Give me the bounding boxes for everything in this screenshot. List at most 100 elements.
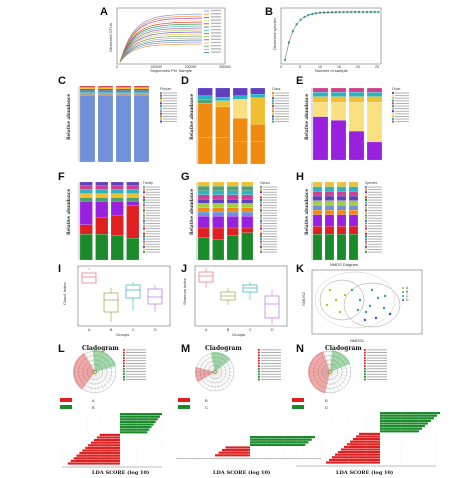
legend-entry bbox=[163, 92, 177, 94]
panel-b-accumulation: Number of sample Observed species 0 5 10 15… bbox=[272, 7, 382, 73]
bar-segment bbox=[197, 95, 213, 100]
legend-entry bbox=[368, 223, 382, 224]
lda-bar bbox=[341, 448, 380, 451]
legend-entry bbox=[146, 236, 160, 237]
clade-legend-entry bbox=[367, 365, 387, 367]
panel-n-group-key: B D bbox=[292, 398, 328, 410]
lda-bar bbox=[225, 446, 250, 449]
clade-legend-entry bbox=[261, 363, 281, 364]
legend-swatch bbox=[272, 92, 274, 94]
clade-legend-entry bbox=[126, 371, 146, 372]
clade-legend-swatch bbox=[123, 376, 125, 378]
box bbox=[147, 288, 163, 305]
legend-entry bbox=[146, 217, 160, 219]
legend-entry bbox=[263, 251, 277, 253]
nmds-point bbox=[343, 293, 347, 297]
bar-segment bbox=[115, 88, 132, 91]
bar-segment bbox=[97, 88, 114, 91]
legend-entry bbox=[395, 105, 409, 107]
clade-branch bbox=[94, 371, 100, 393]
tick-label: 0 bbox=[116, 65, 118, 69]
panel-d-legend bbox=[272, 92, 289, 123]
legend-swatch bbox=[392, 94, 394, 97]
clade-branch bbox=[210, 371, 216, 391]
panel-g-stacked-bars bbox=[196, 181, 254, 261]
lda-bar bbox=[85, 446, 120, 449]
legend-entry bbox=[395, 110, 409, 112]
panel-h-legend bbox=[365, 186, 382, 253]
lda-bar bbox=[120, 426, 152, 429]
clade-legend-entry bbox=[126, 354, 146, 356]
legend-swatch bbox=[143, 230, 145, 233]
lda-bar bbox=[99, 433, 120, 436]
panel-l-group-key: A B bbox=[60, 398, 95, 410]
lda-bar bbox=[218, 451, 250, 454]
bar-segment bbox=[330, 120, 347, 161]
legend-swatch bbox=[143, 201, 145, 204]
legend-entry bbox=[211, 13, 221, 15]
legend-swatch bbox=[260, 235, 262, 238]
panel-c-stacked-bars bbox=[78, 85, 150, 163]
legend-swatch bbox=[365, 209, 367, 212]
legend-entry bbox=[275, 105, 289, 107]
panel-k-xlabel: NMDS1 bbox=[350, 338, 365, 343]
legend-entry bbox=[163, 116, 177, 117]
clade-legend-entry bbox=[367, 368, 387, 370]
bar-segment bbox=[226, 190, 239, 195]
bar-segment bbox=[212, 227, 225, 240]
legend-entry bbox=[211, 9, 221, 12]
panel-d-stacked-bars bbox=[196, 87, 266, 165]
clade-legend-swatch bbox=[123, 370, 125, 373]
lda-bar bbox=[79, 452, 120, 455]
clade-legend-entry bbox=[261, 376, 281, 378]
tick-label: 10 bbox=[318, 65, 322, 69]
legend-entry bbox=[263, 217, 277, 219]
bar-segment bbox=[79, 90, 96, 93]
legend-swatch bbox=[260, 248, 262, 251]
legend-swatch bbox=[160, 115, 162, 118]
lda-bar bbox=[120, 420, 156, 423]
legend-entry bbox=[275, 108, 289, 110]
clade-legend-entry bbox=[367, 349, 387, 351]
clade-legend-entry bbox=[126, 379, 146, 380]
bar-segment bbox=[79, 185, 93, 190]
legend-entry bbox=[368, 210, 382, 211]
lda-bar bbox=[380, 422, 428, 425]
panel-f-stacked-bars bbox=[78, 181, 140, 261]
bar-segment bbox=[95, 197, 109, 202]
bar-segment bbox=[312, 205, 323, 211]
bar-segment bbox=[232, 118, 248, 142]
legend-entry bbox=[263, 199, 277, 201]
bar-segment bbox=[126, 193, 140, 198]
legend-entry bbox=[395, 121, 409, 123]
bar-segment bbox=[366, 87, 383, 93]
lda-bar bbox=[380, 414, 437, 417]
legend-entry bbox=[146, 238, 160, 240]
legend-swatch bbox=[143, 217, 145, 220]
clade-legend-swatch bbox=[258, 373, 260, 376]
panel-i-boxplot: A B C D Chao1 index Groups bbox=[62, 265, 171, 337]
bar-segment bbox=[336, 226, 347, 235]
clade-branch bbox=[200, 371, 216, 384]
legend-entry bbox=[146, 241, 160, 243]
legend-swatch bbox=[392, 92, 394, 94]
bar-segment bbox=[110, 197, 124, 202]
tick-label: 200000 bbox=[185, 65, 197, 69]
bar-segment bbox=[348, 195, 359, 201]
legend-swatch bbox=[260, 227, 262, 230]
bar-segment bbox=[324, 214, 335, 227]
bar-segment bbox=[241, 216, 254, 229]
legend-entry bbox=[368, 204, 382, 206]
panel-label-c: C bbox=[58, 75, 66, 87]
clade-branch bbox=[311, 371, 331, 382]
legend-swatch bbox=[392, 99, 394, 102]
clade-legend-swatch bbox=[258, 365, 260, 367]
legend-entry bbox=[163, 103, 177, 104]
rarefaction-line bbox=[119, 37, 202, 63]
legend-swatch bbox=[365, 225, 367, 227]
clade-legend-entry bbox=[367, 357, 387, 359]
legend-label: B bbox=[406, 290, 409, 294]
panel-c-legend-title: Phylum bbox=[160, 87, 171, 91]
group-tick: A bbox=[205, 328, 208, 332]
tick-label: 25 bbox=[375, 65, 379, 69]
